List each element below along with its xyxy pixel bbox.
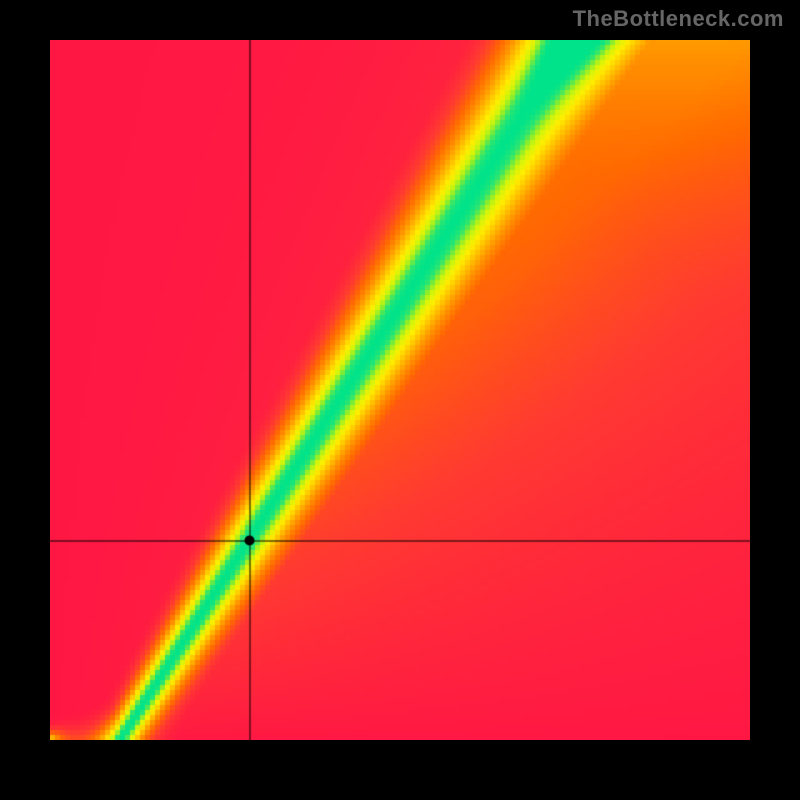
page-container: TheBottleneck.com	[0, 0, 800, 800]
watermark-text: TheBottleneck.com	[573, 6, 784, 32]
bottleneck-heatmap	[50, 40, 750, 740]
